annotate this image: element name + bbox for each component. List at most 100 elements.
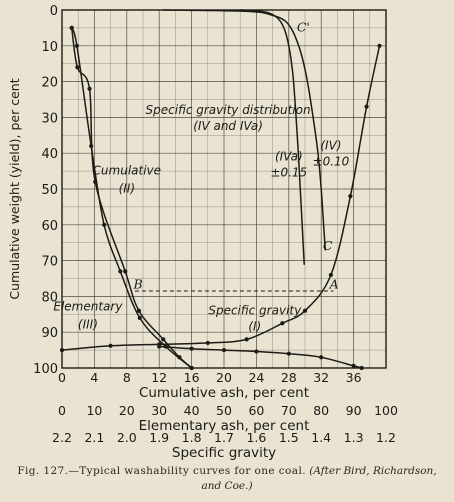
cumulative-ash-axis-title: Cumulative ash, per cent — [139, 385, 309, 401]
curve-annotation: Specific gravity — [208, 303, 302, 317]
elementary-ash-tick-label: 50 — [216, 403, 232, 418]
data-point — [89, 143, 94, 149]
y-tick-label: 40 — [41, 147, 58, 162]
curve-annotation: Elementary — [53, 300, 123, 314]
curve-annotation: (IV and IVa) — [193, 119, 263, 133]
data-point — [157, 344, 162, 349]
elementary-ash-tick-label: 40 — [184, 403, 200, 418]
data-point — [221, 348, 227, 353]
cumulative-ash-tick-label: 8 — [123, 370, 131, 385]
curve-annotation: Specific gravity distribution — [146, 103, 311, 117]
cumulative-ash-tick-label: 20 — [216, 370, 232, 385]
elementary-ash-tick-label: 100 — [374, 403, 398, 418]
elementary-ash-tick-label: 30 — [151, 403, 167, 418]
y-axis-title: Cumulative weight (yield), per cent — [7, 78, 22, 299]
specific-gravity-tick-label: 1.6 — [246, 430, 266, 445]
specific-gravity-curve-I — [61, 45, 381, 351]
cumulative-ash-tick-label: 32 — [313, 370, 329, 385]
y-tick-label: 10 — [41, 40, 58, 55]
data-point — [74, 43, 80, 48]
y-tick-label: 70 — [41, 255, 58, 270]
data-point — [137, 315, 142, 320]
y-tick-label: 60 — [41, 219, 58, 234]
data-point — [189, 346, 194, 351]
curve-annotation: ±0.15 — [270, 165, 307, 179]
cumulative-ash-tick-label: 36 — [346, 370, 362, 385]
data-point — [302, 308, 308, 313]
specific-gravity-axis-title: Specific gravity — [172, 445, 276, 461]
specific-gravity-tick-label: 2.1 — [84, 430, 104, 445]
elementary-ash-tick-label: 20 — [119, 403, 135, 418]
cumulative-ash-tick-label: 4 — [90, 370, 98, 385]
data-point — [348, 194, 353, 199]
elementary-ash-tick-label: 10 — [86, 403, 102, 418]
data-point — [280, 321, 285, 326]
specific-gravity-tick-label: 1.8 — [182, 430, 202, 445]
curve-annotation: ±0.10 — [313, 155, 350, 169]
y-tick-label: 80 — [41, 290, 58, 305]
cumulative-curve-II — [70, 27, 193, 369]
plot-frame — [61, 9, 387, 369]
figure-caption: Fig. 127.—Typical washability curves for… — [0, 464, 454, 494]
elementary-ash-tick-label: 80 — [313, 403, 329, 418]
curve-annotation: Cumulative — [93, 164, 162, 178]
curve-annotation: (II) — [119, 182, 135, 196]
y-tick-label: 30 — [41, 111, 58, 126]
data-point — [286, 351, 291, 356]
y-tick-label: 100 — [33, 362, 58, 377]
curve-annotation: (I) — [248, 319, 261, 333]
caption-figure-label: Fig. 127.—Typical washability curves for… — [17, 465, 306, 477]
data-point — [205, 340, 210, 346]
data-point — [377, 43, 382, 48]
elementary-ash-tick-label: 60 — [248, 403, 264, 418]
caption-citation-cont: and Coe.) — [201, 480, 253, 492]
elementary-ash-tick-label: 70 — [281, 403, 297, 418]
point-label: C' — [297, 19, 310, 34]
curve-annotation: (IVa) — [275, 149, 303, 163]
cumulative-ash-tick-label: 16 — [184, 370, 200, 385]
distribution-curve-IV — [162, 9, 327, 251]
data-point — [108, 343, 113, 348]
point-label: B — [133, 277, 143, 292]
specific-gravity-tick-label: 1.2 — [376, 430, 396, 445]
elementary-ash-tick-label: 0 — [58, 403, 66, 418]
grid — [61, 9, 387, 369]
specific-gravity-tick-label: 2.0 — [117, 430, 137, 445]
specific-gravity-tick-label: 1.7 — [214, 430, 234, 445]
data-point — [244, 337, 249, 342]
cumulative-ash-tick-label: 0 — [58, 370, 66, 385]
data-point — [254, 349, 259, 354]
data-point — [328, 272, 334, 278]
data-point — [102, 222, 107, 227]
y-tick-label: 0 — [50, 4, 58, 19]
specific-gravity-tick-label: 2.2 — [52, 430, 72, 445]
specific-gravity-tick-label: 1.3 — [344, 430, 364, 445]
specific-gravity-tick-label: 1.5 — [279, 430, 299, 445]
data-point — [161, 337, 166, 342]
data-point — [75, 65, 80, 70]
data-point — [136, 308, 142, 313]
specific-gravity-tick-label: 1.9 — [149, 430, 169, 445]
curve-annotation: (III) — [78, 318, 98, 332]
data-point — [118, 269, 123, 274]
distribution-curve-IVa — [239, 9, 305, 265]
elementary-ash-tick-label: 90 — [346, 403, 362, 418]
specific-gravity-tick-label: 1.4 — [311, 430, 331, 445]
ash-yield-curve-bottom — [158, 345, 363, 369]
cumulative-ash-tick-label: 12 — [151, 370, 167, 385]
curves — [59, 9, 382, 371]
data-point — [87, 86, 92, 91]
data-point — [351, 363, 356, 368]
curve-annotation: (IV) — [320, 139, 341, 153]
elementary-curve-III — [70, 27, 193, 369]
y-tick-label: 90 — [41, 326, 58, 341]
point-label: C — [323, 238, 333, 253]
elementary-ash-axis-title: Elementary ash, per cent — [139, 418, 310, 434]
caption-citation: (After Bird, Richardson, — [309, 465, 437, 477]
data-point — [364, 104, 369, 109]
data-point — [123, 269, 128, 274]
data-point — [69, 25, 74, 30]
cumulative-ash-tick-label: 24 — [248, 370, 264, 385]
